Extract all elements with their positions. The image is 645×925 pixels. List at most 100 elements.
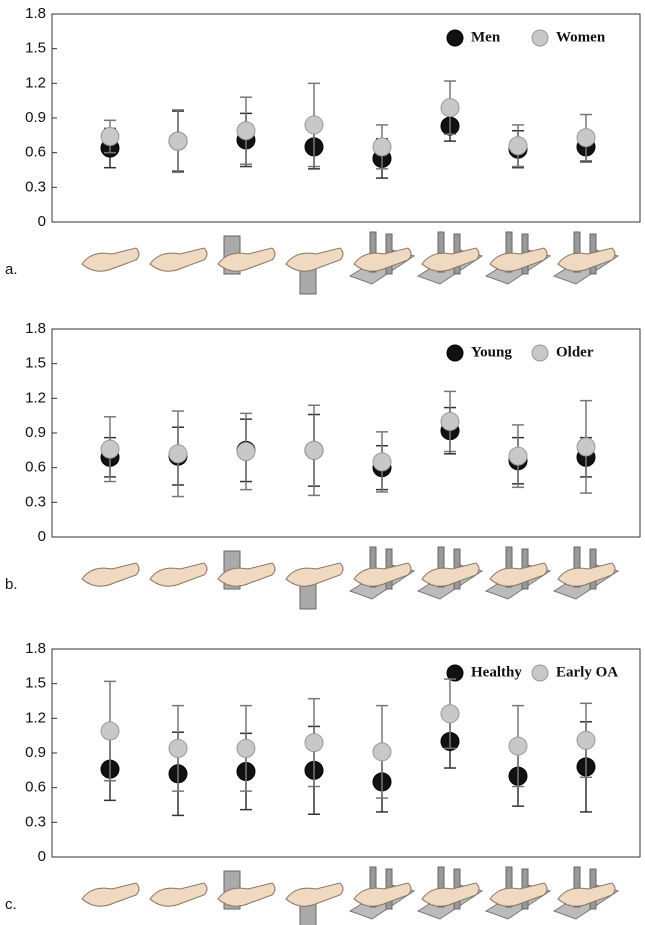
- y-tick-label: 0.9: [25, 109, 46, 126]
- hand-icon: [554, 232, 618, 284]
- hand-icon: [418, 867, 482, 919]
- hand-icon: [486, 867, 550, 919]
- hand-icon: [150, 248, 207, 271]
- y-tick-label: 1.2: [25, 389, 46, 406]
- hand: [286, 248, 343, 271]
- y-tick-label: 0.6: [25, 144, 46, 161]
- data-point: [509, 137, 527, 155]
- legend-marker: [532, 345, 548, 361]
- data-point: [101, 127, 119, 145]
- y-tick-label: 0.3: [25, 813, 46, 830]
- hand: [150, 883, 207, 906]
- hand: [82, 883, 139, 906]
- data-point: [373, 453, 391, 471]
- hand: [354, 883, 411, 906]
- data-point: [237, 122, 255, 140]
- hand-icon: [418, 232, 482, 284]
- data-point: [577, 129, 595, 147]
- y-tick-label: 0.6: [25, 779, 46, 796]
- hand-icon: [286, 883, 343, 925]
- data-point: [305, 734, 323, 752]
- hand: [558, 248, 615, 271]
- hand-icon: [82, 883, 139, 906]
- y-tick-label: 1.8: [25, 5, 46, 22]
- legend-label: Older: [556, 344, 594, 360]
- y-tick-label: 0.9: [25, 744, 46, 761]
- hand-icon: [350, 547, 414, 599]
- y-tick-label: 1.2: [25, 74, 46, 91]
- plot-frame: [52, 329, 640, 537]
- hand: [490, 248, 547, 271]
- hand-icon: [286, 248, 343, 294]
- y-tick-label: 1.8: [25, 320, 46, 337]
- y-tick-label: 1.8: [25, 640, 46, 657]
- data-point: [441, 412, 459, 430]
- hand-icon: [418, 547, 482, 599]
- legend-marker: [447, 345, 463, 361]
- y-tick-label: 0.9: [25, 424, 46, 441]
- hand-icon: [150, 883, 207, 906]
- data-point: [441, 99, 459, 117]
- y-tick-label: 0: [38, 528, 46, 545]
- hand-icon: [150, 563, 207, 586]
- y-tick-label: 0: [38, 213, 46, 230]
- legend-label: Healthy: [471, 664, 522, 680]
- panel-label: a.: [5, 261, 18, 278]
- legend-label: Young: [471, 344, 512, 360]
- data-point: [169, 132, 187, 150]
- y-tick-label: 0.3: [25, 493, 46, 510]
- data-point: [305, 441, 323, 459]
- hand-icon: [218, 871, 275, 909]
- data-point: [373, 743, 391, 761]
- hand: [422, 248, 479, 271]
- hand-icon: [486, 232, 550, 284]
- data-point: [305, 116, 323, 134]
- legend-marker: [447, 30, 463, 46]
- hand: [422, 883, 479, 906]
- hand-icon: [82, 248, 139, 271]
- hand-icon: [486, 547, 550, 599]
- data-point: [509, 447, 527, 465]
- hand: [490, 563, 547, 586]
- hand: [422, 563, 479, 586]
- y-tick-label: 1.5: [25, 355, 46, 372]
- data-point: [101, 722, 119, 740]
- y-tick-label: 1.2: [25, 709, 46, 726]
- data-point: [373, 138, 391, 156]
- hand: [490, 883, 547, 906]
- hand-icon: [218, 551, 275, 589]
- y-tick-label: 0.3: [25, 178, 46, 195]
- panel-label: b.: [5, 576, 18, 593]
- legend-marker: [532, 30, 548, 46]
- data-point: [169, 739, 187, 757]
- data-point: [101, 440, 119, 458]
- legend-marker: [532, 665, 548, 681]
- data-point: [577, 438, 595, 456]
- hand-icon: [218, 236, 275, 274]
- hand-icon: [554, 547, 618, 599]
- hand: [558, 563, 615, 586]
- data-point: [237, 739, 255, 757]
- figure: 0 0.3 0.6 0.9 1.2 1.5 1.8 a. Men Women 0 0.3 0.6 0.9 1…: [0, 0, 645, 925]
- data-point: [509, 737, 527, 755]
- plot-frame: [52, 14, 640, 222]
- hand: [286, 563, 343, 586]
- hand: [354, 563, 411, 586]
- hand: [150, 248, 207, 271]
- hand: [82, 563, 139, 586]
- hand-icon: [350, 232, 414, 284]
- hand-icon: [554, 867, 618, 919]
- y-tick-label: 0.6: [25, 459, 46, 476]
- legend-label: Women: [556, 29, 606, 45]
- data-point: [237, 442, 255, 460]
- legend-label: Men: [471, 29, 501, 45]
- hand: [150, 563, 207, 586]
- hand-icon: [82, 563, 139, 586]
- hand: [558, 883, 615, 906]
- data-point: [577, 731, 595, 749]
- hand-icon: [350, 867, 414, 919]
- y-tick-label: 1.5: [25, 40, 46, 57]
- data-point: [169, 445, 187, 463]
- hand: [286, 883, 343, 906]
- data-point: [441, 705, 459, 723]
